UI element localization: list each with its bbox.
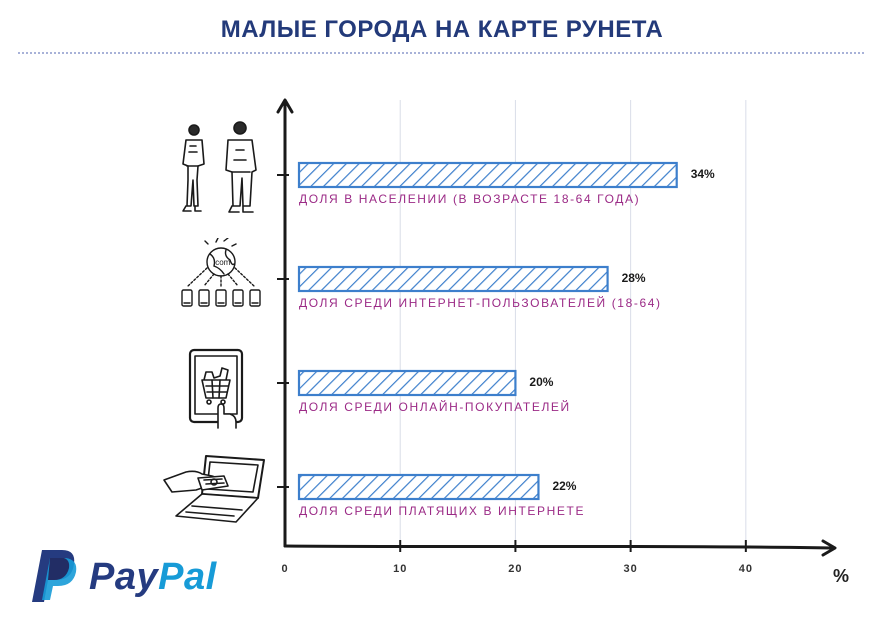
x-tick-label: 40 <box>739 563 753 575</box>
x-tick-label: 10 <box>393 563 407 575</box>
bar-value-label: 34% <box>691 167 715 181</box>
logo-part-pay: Pay <box>89 556 159 598</box>
x-tick-label: 20 <box>508 563 522 575</box>
x-axis <box>283 544 834 550</box>
bar-value-label: 28% <box>622 271 646 285</box>
x-tick-label: 30 <box>624 563 638 575</box>
bar <box>297 369 517 397</box>
bar-category-label: ДОЛЯ В НАСЕЛЕНИИ (В ВОЗРАСТЕ 18-64 ГОДА) <box>299 192 640 206</box>
bar-value-label: 20% <box>529 375 553 389</box>
bar-category-label: ДОЛЯ СРЕДИ ИНТЕРНЕТ-ПОЛЬЗОВАТЕЛЕЙ (18-64… <box>299 295 662 310</box>
bar <box>297 265 609 293</box>
y-axis-arrow <box>276 98 294 114</box>
logo-part-pal: Pal <box>158 556 217 598</box>
bar-value-label: 22% <box>552 479 576 493</box>
globe-network-icon: .com <box>181 238 261 307</box>
paypal-logo: PayPal <box>89 556 217 599</box>
people-icon <box>182 121 257 213</box>
bar <box>297 161 678 189</box>
x-tick-label: 0 <box>281 563 288 575</box>
bar-category-label: ДОЛЯ СРЕДИ ОНЛАЙН-ПОКУПАТЕЛЕЙ <box>299 399 571 414</box>
x-axis-arrow <box>821 539 837 557</box>
page-title: МАЛЫЕ ГОРОДА НА КАРТЕ РУНЕТА <box>220 16 664 43</box>
svg-text:.com: .com <box>213 258 231 267</box>
x-axis-unit: % <box>833 566 849 586</box>
tablet-shopping-icon <box>188 348 244 429</box>
title-divider <box>18 52 864 54</box>
laptop-payment-icon <box>163 455 265 523</box>
bar <box>297 473 540 501</box>
bar-category-label: ДОЛЯ СРЕДИ ПЛАТЯЩИХ В ИНТЕРНЕТЕ <box>299 504 585 518</box>
paypal-logo-icon <box>32 550 77 602</box>
